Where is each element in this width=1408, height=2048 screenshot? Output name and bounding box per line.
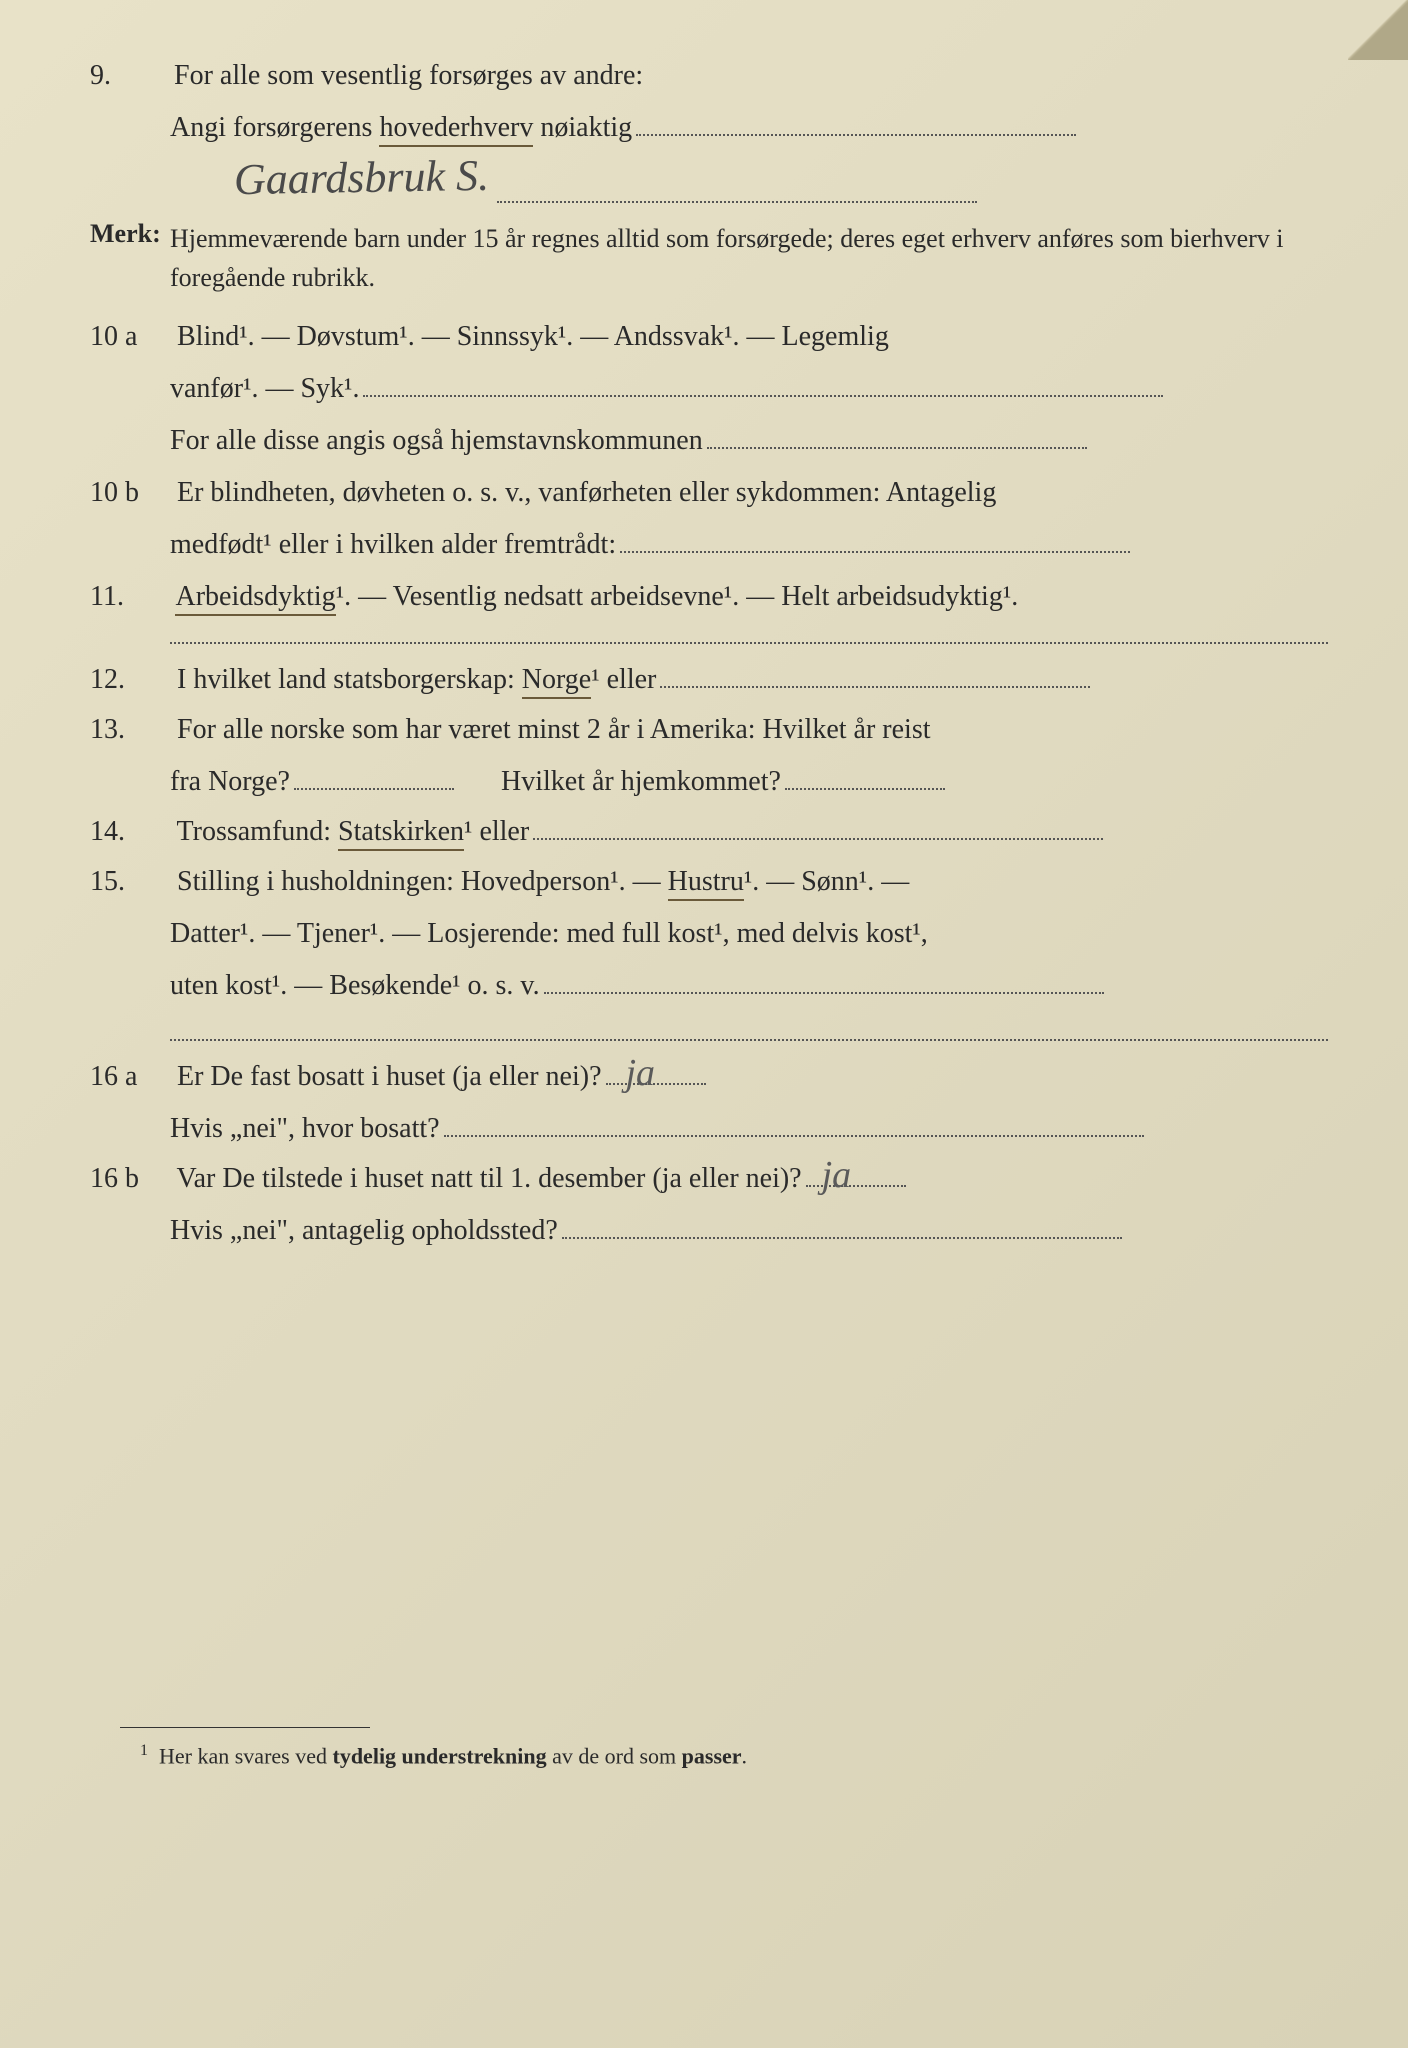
question-16b: 16 b Var De tilstede i huset natt til 1.… [90,1163,1328,1195]
q9-number: 9. [90,60,170,92]
q10b-line2-text: medfødt¹ eller i hvilken alder fremtrådt… [170,529,616,560]
q10a-line2: vanfør¹. — Syk¹. [90,373,1328,405]
q14-post: ¹ eller [464,816,529,847]
q12-underlined: Norge [522,664,591,699]
q16a-number: 16 a [90,1061,170,1093]
q13-number: 13. [90,714,170,746]
q10a-line3: For alle disse angis også hjemstavnskomm… [90,425,1328,457]
q13-line1: For alle norske som har været minst 2 år… [177,714,931,745]
q13-line2a: fra Norge? [170,766,290,797]
footnote-text: Her kan svares ved tydelig understreknin… [159,1743,747,1768]
q12-post: ¹ eller [591,664,656,695]
q12-fill [660,686,1090,688]
q16a-line2: Hvis „nei", hvor bosatt? [90,1113,1328,1145]
q15-line2-text: Datter¹. — Tjener¹. — Losjerende: med fu… [170,918,928,949]
footnote-text-content: Her kan svares ved tydelig understreknin… [159,1743,747,1768]
question-10a: 10 a Blind¹. — Døvstum¹. — Sinnssyk¹. — … [90,321,1328,353]
question-10b: 10 b Er blindheten, døvheten o. s. v., v… [90,477,1328,509]
q14-fill [533,838,1103,840]
q10b-line1: Er blindheten, døvheten o. s. v., vanfør… [177,477,996,508]
q16b-fill-2 [562,1237,1122,1239]
q9-text: For alle som vesentlig forsørges av andr… [174,60,643,91]
q10a-line1: Blind¹. — Døvstum¹. — Sinnssyk¹. — Andss… [177,321,889,352]
question-15: 15. Stilling i husholdningen: Hovedperso… [90,866,1328,898]
merk-text: Hjemmeværende barn under 15 år regnes al… [170,219,1328,297]
merk-label: Merk: [90,219,170,249]
q10a-fill-2 [707,447,1087,449]
q9-handwritten: Gaardsbruk S. [234,150,490,205]
question-11: 11. Arbeidsdyktig¹. — Vesentlig nedsatt … [90,581,1328,613]
question-14: 14. Trossamfund: Statskirken¹ eller [90,816,1328,848]
q9-fill-line-2 [497,201,977,203]
q13-fill-a [294,788,454,790]
question-16a: 16 a Er De fast bosatt i huset (ja eller… [90,1061,1328,1093]
q15-line1-post: ¹. — Sønn¹. — [744,866,909,897]
q15-line1-underlined: Hustru [668,866,744,901]
q10a-number: 10 a [90,321,170,353]
q10a-line2-text: vanfør¹. — Syk¹. [170,373,359,404]
q14-pre: Trossamfund: [177,816,339,847]
footnote-num: 1 [140,1742,148,1759]
q15-line3: uten kost¹. — Besøkende¹ o. s. v. [90,970,1328,1002]
q16a-fill: ja [606,1083,706,1085]
q9-sub1-post: nøiaktig [533,112,632,143]
q16b-fill: ja [806,1185,906,1187]
footnote: 1 Her kan svares ved tydelig understrekn… [140,1742,1328,1769]
q11-post: ¹. — Vesentlig nedsatt arbeidsevne¹. — H… [336,581,1019,612]
merk-note: Merk: Hjemmeværende barn under 15 år reg… [90,219,1328,297]
q12-number: 12. [90,664,170,696]
question-9: 9. For alle som vesentlig forsørges av a… [90,60,1328,92]
separator-line-2 [170,1038,1328,1041]
q14-underlined: Statskirken [338,816,464,851]
q10b-fill [620,551,1130,553]
footnote-separator [120,1727,370,1728]
q16b-number: 16 b [90,1163,170,1195]
q13-fill-b [785,788,945,790]
q16b-line1: Var De tilstede i huset natt til 1. dese… [177,1163,802,1194]
q13-line2b: Hvilket år hjemkommet? [501,766,781,797]
q14-number: 14. [90,816,170,848]
q10a-fill [363,395,1163,397]
q16a-line1: Er De fast bosatt i huset (ja eller nei)… [177,1061,602,1092]
q16b-line2-text: Hvis „nei", antagelig opholdssted? [170,1215,558,1246]
q11-number: 11. [90,581,170,613]
q16a-fill-2 [444,1135,1144,1137]
question-13: 13. For alle norske som har været minst … [90,714,1328,746]
q16a-handwritten: ja [626,1051,656,1095]
q10a-line3-text: For alle disse angis også hjemstavnskomm… [170,425,703,456]
q16b-line2: Hvis „nei", antagelig opholdssted? [90,1215,1328,1247]
q15-fill [544,992,1104,994]
q10b-line2: medfødt¹ eller i hvilken alder fremtrådt… [90,529,1328,561]
q9-sub1-underlined: hovederhverv [379,112,533,147]
q9-handwritten-row: Gaardsbruk S. [90,152,1328,203]
q13-line2: fra Norge? Hvilket år hjemkommet? [90,766,1328,798]
census-form-page: 9. For alle som vesentlig forsørges av a… [0,0,1408,2048]
q15-line2: Datter¹. — Tjener¹. — Losjerende: med fu… [90,918,1328,950]
q10b-number: 10 b [90,477,170,509]
q16a-line2-text: Hvis „nei", hvor bosatt? [170,1113,440,1144]
q9-fill-line [636,134,1076,136]
separator-line [170,641,1328,644]
q11-underlined: Arbeidsdyktig [175,581,335,616]
q15-number: 15. [90,866,170,898]
q12-pre: I hvilket land statsborgerskap: [177,664,522,695]
q9-sub1: Angi forsørgerens hovederhverv nøiaktig [90,112,1328,144]
q15-line3-text: uten kost¹. — Besøkende¹ o. s. v. [170,970,540,1001]
q9-sub1-pre: Angi forsørgerens [170,112,379,143]
q15-line1-pre: Stilling i husholdningen: Hovedperson¹. … [177,866,668,897]
q16b-handwritten: ja [822,1153,852,1197]
question-12: 12. I hvilket land statsborgerskap: Norg… [90,664,1328,696]
